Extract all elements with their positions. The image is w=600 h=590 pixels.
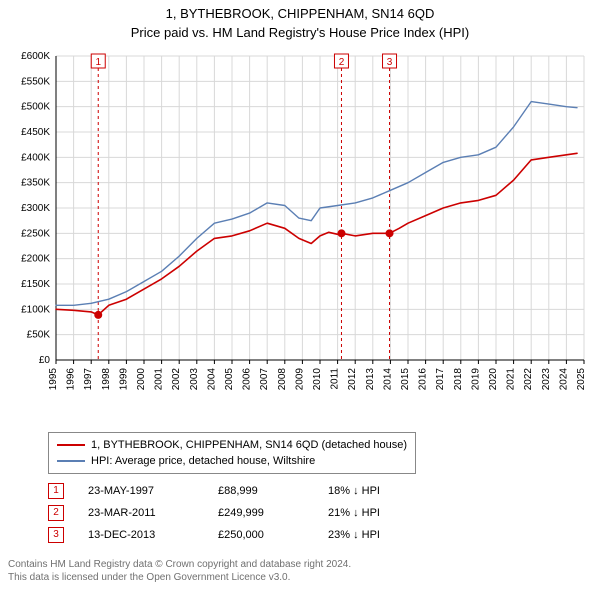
chart-title-line1: 1, BYTHEBROOK, CHIPPENHAM, SN14 6QD xyxy=(0,6,600,21)
event-badge: 2 xyxy=(48,505,64,521)
svg-text:2015: 2015 xyxy=(400,368,411,391)
event-price: £249,999 xyxy=(218,507,328,519)
svg-text:2019: 2019 xyxy=(470,368,481,391)
svg-text:£600K: £600K xyxy=(21,51,50,62)
svg-text:2004: 2004 xyxy=(206,368,217,391)
event-date: 23-MAY-1997 xyxy=(88,485,218,497)
event-price: £88,999 xyxy=(218,485,328,497)
svg-text:2002: 2002 xyxy=(171,368,182,391)
svg-text:2025: 2025 xyxy=(576,368,587,391)
svg-text:£250K: £250K xyxy=(21,228,50,239)
svg-text:£150K: £150K xyxy=(21,279,50,290)
legend-row: 1, BYTHEBROOK, CHIPPENHAM, SN14 6QD (det… xyxy=(57,437,407,453)
svg-text:2007: 2007 xyxy=(259,368,270,391)
event-delta: 23% ↓ HPI xyxy=(328,529,438,541)
chart-title-block: 1, BYTHEBROOK, CHIPPENHAM, SN14 6QD Pric… xyxy=(0,0,600,40)
svg-text:2003: 2003 xyxy=(189,368,200,391)
svg-text:1999: 1999 xyxy=(118,368,129,391)
svg-text:2012: 2012 xyxy=(347,368,358,391)
chart-area: £0 £50K £100K £150K £200K £250K £300K £350K £400… xyxy=(8,48,592,418)
svg-text:2020: 2020 xyxy=(488,368,499,391)
svg-text:£450K: £450K xyxy=(21,127,50,138)
event-delta: 21% ↓ HPI xyxy=(328,507,438,519)
svg-text:2024: 2024 xyxy=(558,368,569,391)
legend-row: HPI: Average price, detached house, Wilt… xyxy=(57,453,407,469)
svg-text:2006: 2006 xyxy=(242,368,253,391)
event-row: 3 13-DEC-2013 £250,000 23% ↓ HPI xyxy=(48,524,438,546)
credit-line1: Contains HM Land Registry data © Crown c… xyxy=(8,558,351,571)
svg-text:2011: 2011 xyxy=(330,368,341,390)
svg-text:2021: 2021 xyxy=(506,368,517,391)
legend-label: 1, BYTHEBROOK, CHIPPENHAM, SN14 6QD (det… xyxy=(91,439,407,451)
svg-text:2: 2 xyxy=(339,57,345,68)
legend-label: HPI: Average price, detached house, Wilt… xyxy=(91,455,315,467)
credit-text: Contains HM Land Registry data © Crown c… xyxy=(8,558,351,584)
svg-text:£500K: £500K xyxy=(21,102,50,113)
svg-text:£550K: £550K xyxy=(21,76,50,87)
svg-text:2016: 2016 xyxy=(418,368,429,391)
svg-text:2009: 2009 xyxy=(294,368,305,391)
chart-svg: £0 £50K £100K £150K £200K £250K £300K £350K £400… xyxy=(8,48,592,418)
event-badge: 1 xyxy=(48,483,64,499)
chart-title-line2: Price paid vs. HM Land Registry's House … xyxy=(0,25,600,40)
svg-text:2005: 2005 xyxy=(224,368,235,391)
svg-text:£200K: £200K xyxy=(21,254,50,265)
svg-text:£300K: £300K xyxy=(21,203,50,214)
legend-swatch xyxy=(57,460,85,462)
event-badge: 3 xyxy=(48,527,64,543)
svg-text:1998: 1998 xyxy=(101,368,112,391)
svg-text:£50K: £50K xyxy=(27,330,51,341)
event-delta: 18% ↓ HPI xyxy=(328,485,438,497)
svg-text:£400K: £400K xyxy=(21,152,50,163)
credit-line2: This data is licensed under the Open Gov… xyxy=(8,571,351,584)
event-row: 1 23-MAY-1997 £88,999 18% ↓ HPI xyxy=(48,480,438,502)
svg-text:£350K: £350K xyxy=(21,178,50,189)
svg-text:2023: 2023 xyxy=(541,368,552,391)
svg-text:1996: 1996 xyxy=(66,368,77,391)
svg-text:2013: 2013 xyxy=(365,368,376,391)
svg-text:£100K: £100K xyxy=(21,304,50,315)
svg-text:2001: 2001 xyxy=(154,368,165,391)
svg-text:1997: 1997 xyxy=(83,368,94,391)
svg-text:2014: 2014 xyxy=(382,368,393,391)
svg-text:2008: 2008 xyxy=(277,368,288,391)
svg-text:3: 3 xyxy=(387,57,393,68)
svg-text:1: 1 xyxy=(95,57,101,68)
svg-text:2017: 2017 xyxy=(435,368,446,391)
event-price: £250,000 xyxy=(218,529,328,541)
events-table: 1 23-MAY-1997 £88,999 18% ↓ HPI 2 23-MAR… xyxy=(48,480,438,546)
svg-text:2022: 2022 xyxy=(523,368,534,391)
svg-text:2010: 2010 xyxy=(312,368,323,391)
event-date: 23-MAR-2011 xyxy=(88,507,218,519)
svg-text:2000: 2000 xyxy=(136,368,147,391)
svg-text:1995: 1995 xyxy=(48,368,59,391)
event-date: 13-DEC-2013 xyxy=(88,529,218,541)
svg-text:£0: £0 xyxy=(39,355,51,366)
legend-swatch xyxy=(57,444,85,446)
legend: 1, BYTHEBROOK, CHIPPENHAM, SN14 6QD (det… xyxy=(48,432,416,474)
event-row: 2 23-MAR-2011 £249,999 21% ↓ HPI xyxy=(48,502,438,524)
svg-text:2018: 2018 xyxy=(453,368,464,391)
